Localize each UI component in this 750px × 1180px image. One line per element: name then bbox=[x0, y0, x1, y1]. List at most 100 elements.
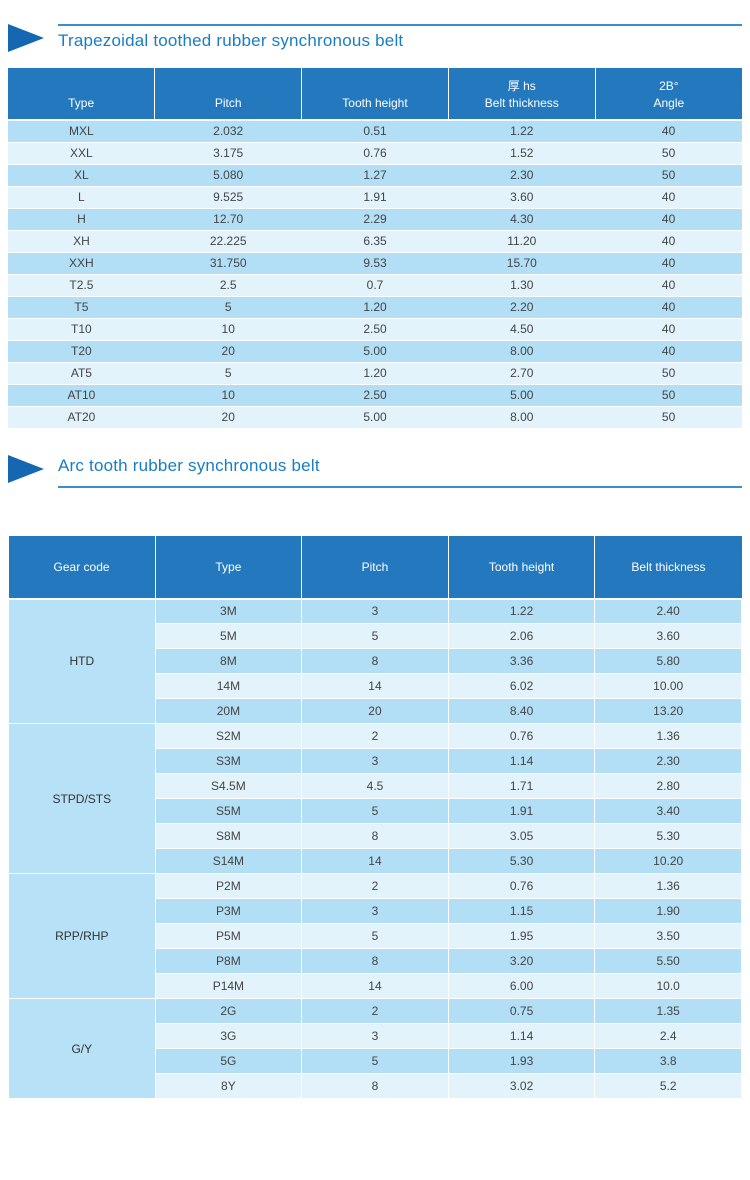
table-row: 3G 3 1.14 2.4 bbox=[9, 1023, 742, 1049]
table-cell: 0.51 bbox=[301, 120, 449, 143]
table-row: T5 5 1.20 2.20 40 bbox=[8, 296, 742, 319]
table-cell: 5.30 bbox=[594, 823, 742, 849]
table-header-row: Gear code Type Pitch Tooth height Belt thick… bbox=[8, 535, 742, 600]
table-cell: P8M bbox=[154, 948, 303, 974]
table-cell: 3.175 bbox=[154, 142, 302, 165]
table-cell: 5.80 bbox=[594, 648, 742, 674]
table-cell: S4.5M bbox=[154, 773, 303, 799]
table-row: S4.5M 4.5 1.71 2.80 bbox=[9, 773, 742, 799]
table-cell: S3M bbox=[154, 748, 303, 774]
table-cell: 2 bbox=[301, 998, 449, 1024]
table-cell: 1.95 bbox=[447, 923, 596, 949]
table-cell: 9.525 bbox=[154, 186, 302, 209]
table-cell: 5.30 bbox=[447, 848, 596, 874]
gear-code-cell: G/Y bbox=[8, 998, 156, 1099]
table-cell: 3.02 bbox=[447, 1073, 596, 1099]
table-cell: 22.225 bbox=[154, 230, 302, 253]
table-row: XXL 3.175 0.76 1.52 50 bbox=[8, 142, 742, 165]
table-cell: 2.50 bbox=[301, 318, 449, 341]
gear-code-cell: HTD bbox=[8, 598, 156, 724]
column-header: Type bbox=[155, 535, 303, 600]
table-cell: 3 bbox=[301, 748, 449, 774]
table-cell: 2.20 bbox=[448, 296, 596, 319]
table-row: P8M 8 3.20 5.50 bbox=[9, 948, 742, 974]
table-cell: AT10 bbox=[8, 384, 155, 407]
table-cell: 10 bbox=[154, 318, 302, 341]
table-cell: 1.93 bbox=[447, 1048, 596, 1074]
table-cell: 2.5 bbox=[154, 274, 302, 297]
table-cell: 1.35 bbox=[594, 998, 742, 1024]
table-row: XL 5.080 1.27 2.30 50 bbox=[8, 164, 742, 187]
table-row: T10 10 2.50 4.50 40 bbox=[8, 318, 742, 341]
table-cell: 40 bbox=[595, 230, 742, 253]
table-head: Gear code Type Pitch Tooth height Belt thick… bbox=[8, 535, 742, 600]
column-header: 2B° Angle bbox=[595, 68, 742, 121]
table-cell: 3 bbox=[301, 598, 449, 624]
section-header-arc-tooth: Arc tooth rubber synchronous belt bbox=[0, 454, 750, 488]
table-row: RPP/RHP P2M 2 0.76 1.36 bbox=[8, 873, 742, 999]
table-cell: P2M bbox=[154, 873, 303, 899]
table-cell: 5 bbox=[154, 362, 302, 385]
table-row: AT5 5 1.20 2.70 50 bbox=[8, 362, 742, 385]
table-cell: 20 bbox=[154, 340, 302, 363]
table-cell: 4.5 bbox=[301, 773, 449, 799]
table-cell: XL bbox=[8, 164, 155, 187]
column-header-label: Angle bbox=[653, 96, 685, 110]
table-row: S5M 5 1.91 3.40 bbox=[9, 798, 742, 824]
gear-code-cell: RPP/RHP bbox=[8, 873, 156, 999]
table-cell: 12.70 bbox=[154, 208, 302, 231]
table-row: P5M 5 1.95 3.50 bbox=[9, 923, 742, 949]
table-cell: 3.40 bbox=[594, 798, 742, 824]
table-cell: 5 bbox=[301, 623, 449, 649]
table-cell: 10.0 bbox=[594, 973, 742, 999]
table-cell: XXH bbox=[8, 252, 155, 275]
table-cell: 3.36 bbox=[447, 648, 596, 674]
table-row: AT20 20 5.00 8.00 50 bbox=[8, 406, 742, 429]
table-cell: 3.05 bbox=[447, 823, 596, 849]
table-cell: MXL bbox=[8, 120, 155, 143]
table-cell: 0.76 bbox=[447, 723, 596, 749]
column-header: Tooth height bbox=[448, 535, 596, 600]
table-body: MXL 2.032 0.51 1.22 40 XXL 3.175 0.76 1.52 50 XL 5.… bbox=[8, 120, 742, 429]
table-cell: 4.50 bbox=[448, 318, 596, 341]
table-cell: 3 bbox=[301, 1023, 449, 1049]
column-header: 厚 hs Belt thickness bbox=[448, 68, 596, 121]
table-cell: 20 bbox=[301, 698, 449, 724]
table-cell: 5G bbox=[154, 1048, 303, 1074]
table-cell: 40 bbox=[595, 296, 742, 319]
section-header-trapezoidal: Trapezoidal toothed rubber synchronous b… bbox=[0, 24, 750, 52]
table-row: T20 20 5.00 8.00 40 bbox=[8, 340, 742, 363]
table-cell: 3.20 bbox=[447, 948, 596, 974]
table-cell: 50 bbox=[595, 384, 742, 407]
table-cell: S8M bbox=[154, 823, 303, 849]
table-row: L 9.525 1.91 3.60 40 bbox=[8, 186, 742, 209]
table-cell: P14M bbox=[154, 973, 303, 999]
table-cell: 1.20 bbox=[301, 296, 449, 319]
table-cell: 6.35 bbox=[301, 230, 449, 253]
table-cell: 10 bbox=[154, 384, 302, 407]
table-cell: 50 bbox=[595, 362, 742, 385]
table-cell: 2.80 bbox=[594, 773, 742, 799]
table-cell: P5M bbox=[154, 923, 303, 949]
table-cell: 50 bbox=[595, 406, 742, 429]
table-cell: 4.30 bbox=[448, 208, 596, 231]
table-cell: 1.14 bbox=[447, 1023, 596, 1049]
table-cell: 40 bbox=[595, 340, 742, 363]
table-cell: 14 bbox=[301, 973, 449, 999]
table-row: AT10 10 2.50 5.00 50 bbox=[8, 384, 742, 407]
table-cell: 1.30 bbox=[448, 274, 596, 297]
table-cell: 2.032 bbox=[154, 120, 302, 143]
table-cell: 14M bbox=[154, 673, 303, 699]
table-cell: 20M bbox=[154, 698, 303, 724]
column-header-top-label bbox=[157, 78, 299, 95]
column-header: Type bbox=[8, 68, 156, 121]
table-cell: 8Y bbox=[154, 1073, 303, 1099]
table-row: XXH 31.750 9.53 15.70 40 bbox=[8, 252, 742, 275]
table-cell: 10.20 bbox=[594, 848, 742, 874]
table-cell: 2.30 bbox=[448, 164, 596, 187]
table-cell: 5.50 bbox=[594, 948, 742, 974]
column-header: Pitch bbox=[301, 535, 449, 600]
table-cell: 5.2 bbox=[594, 1073, 742, 1099]
table-row: MXL 2.032 0.51 1.22 40 bbox=[8, 120, 742, 143]
table-cell: 13.20 bbox=[594, 698, 742, 724]
